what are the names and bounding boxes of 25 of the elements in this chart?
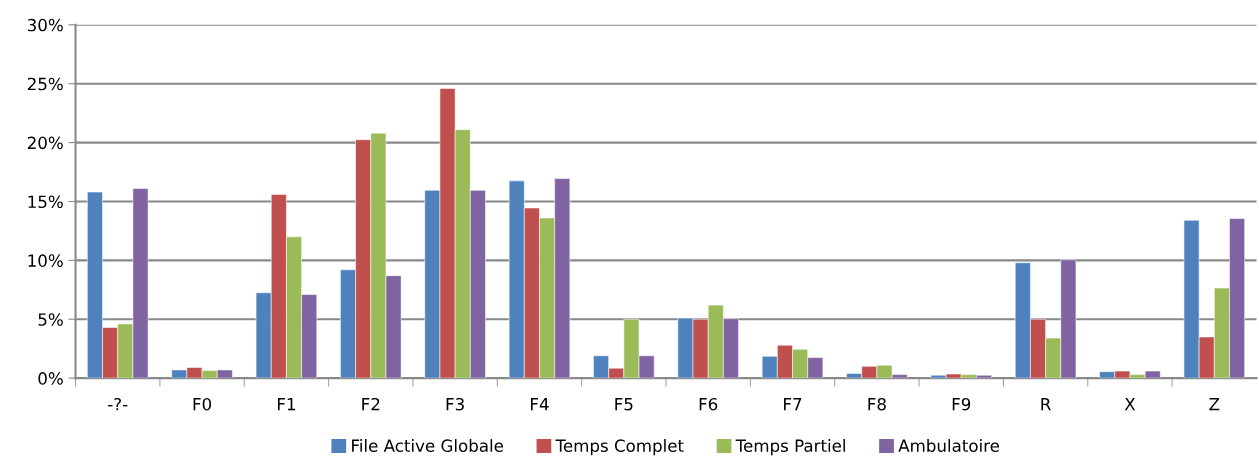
y-tick-label: 25%: [27, 77, 63, 91]
y-tick-label: 5%: [38, 313, 63, 326]
y-tick-label: 20%: [27, 136, 63, 150]
y-tick-label: 10%: [28, 254, 63, 267]
x-tick-label: F5: [615, 398, 633, 411]
y-tick-label: 15%: [28, 195, 63, 209]
legend-label: Temps Partiel: [735, 439, 845, 456]
x-tick-label: -?-: [108, 397, 128, 411]
x-tick-label: F4: [531, 398, 549, 411]
x-tick-label: F6: [699, 397, 718, 411]
x-tick-label: F2: [362, 397, 380, 411]
x-tick-label: F1: [277, 398, 295, 411]
x-tick-label: Z: [1209, 398, 1220, 411]
x-tick-label: F0: [193, 397, 212, 411]
x-tick-label: F3: [446, 397, 464, 411]
x-tick-label: F8: [868, 397, 886, 411]
y-tick-label: 30%: [27, 18, 63, 32]
x-tick-label: F7: [784, 398, 802, 411]
legend-label: Temps Complet: [555, 439, 684, 456]
x-tick-label: X: [1124, 398, 1136, 411]
x-tick-label: R: [1041, 398, 1051, 411]
legend-label: File Active Globale: [352, 439, 504, 452]
y-tick-label: 0%: [38, 372, 63, 385]
x-tick-label: F9: [952, 397, 971, 411]
legend-label: Ambulatoire: [898, 439, 1000, 452]
